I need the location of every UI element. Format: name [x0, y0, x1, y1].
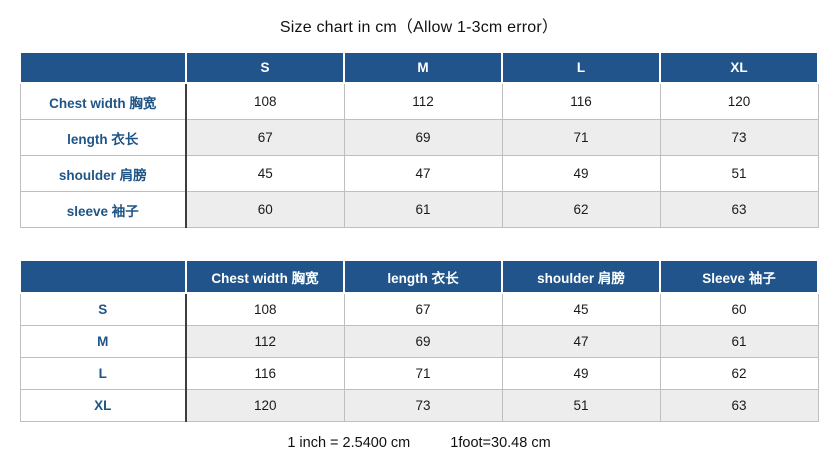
header-row: S M L XL [19, 51, 819, 84]
table-cell: 49 [501, 357, 661, 390]
table-row-l: L 116 71 49 62 [19, 357, 819, 390]
table-cell: 112 [343, 82, 503, 120]
table-row-xl: XL 120 73 51 63 [19, 389, 819, 422]
table-cell: 51 [659, 155, 819, 192]
column-header-m: M [343, 51, 503, 84]
table-row-shoulder: shoulder 肩膀 45 47 49 51 [19, 155, 819, 192]
table-cell: 49 [501, 155, 661, 192]
table-cell: 67 [343, 292, 503, 326]
table-cell: 108 [185, 82, 345, 120]
table-cell: 63 [659, 389, 819, 422]
table-cell: 120 [185, 389, 345, 422]
table-cell: 71 [501, 119, 661, 156]
table-cell: 73 [343, 389, 503, 422]
row-label-shoulder: shoulder 肩膀 [19, 155, 187, 192]
table-row-m: M 112 69 47 61 [19, 325, 819, 358]
corner-cell [19, 259, 187, 294]
column-header-s: S [185, 51, 345, 84]
table-cell: 120 [659, 82, 819, 120]
row-label-chest-width: Chest width 胸宽 [19, 82, 187, 120]
table-cell: 61 [343, 191, 503, 228]
table-cell: 67 [185, 119, 345, 156]
table-cell: 60 [659, 292, 819, 326]
table-row-length: length 衣长 67 69 71 73 [19, 119, 819, 156]
table-cell: 116 [501, 82, 661, 120]
row-label-m: M [19, 325, 187, 358]
row-label-sleeve: sleeve 袖子 [19, 191, 187, 228]
row-label-xl: XL [19, 389, 187, 422]
row-label-s: S [19, 292, 187, 326]
corner-cell [19, 51, 187, 84]
table-cell: 63 [659, 191, 819, 228]
column-header-l: L [501, 51, 661, 84]
column-header-shoulder: shoulder 肩膀 [501, 259, 661, 294]
table-row-sleeve: sleeve 袖子 60 61 62 63 [19, 191, 819, 228]
table-cell: 61 [659, 325, 819, 358]
column-header-chest-width: Chest width 胸宽 [185, 259, 345, 294]
column-header-sleeve: Sleeve 袖子 [659, 259, 819, 294]
table-cell: 73 [659, 119, 819, 156]
size-table-by-size: S M L XL Chest width 胸宽 108 112 116 120 … [19, 51, 819, 228]
table-cell: 116 [185, 357, 345, 390]
table-cell: 60 [185, 191, 345, 228]
size-chart-page: Size chart in cm（Allow 1-3cm error） S M … [0, 19, 838, 451]
table-cell: 69 [343, 119, 503, 156]
row-label-l: L [19, 357, 187, 390]
table-cell: 45 [185, 155, 345, 192]
column-header-xl: XL [659, 51, 819, 84]
table-cell: 47 [501, 325, 661, 358]
table-cell: 47 [343, 155, 503, 192]
row-label-length: length 衣长 [19, 119, 187, 156]
table-cell: 62 [659, 357, 819, 390]
size-table-by-measurement: Chest width 胸宽 length 衣长 shoulder 肩膀 Sle… [19, 259, 819, 422]
table-cell: 62 [501, 191, 661, 228]
table-cell: 71 [343, 357, 503, 390]
column-header-length: length 衣长 [343, 259, 503, 294]
table-cell: 108 [185, 292, 345, 326]
inch-conversion-text: 1 inch = 2.5400 cm [287, 435, 411, 451]
header-row: Chest width 胸宽 length 衣长 shoulder 肩膀 Sle… [19, 259, 819, 294]
conversion-note: 1 inch = 2.5400 cm 1foot=30.48 cm [0, 435, 838, 451]
table-cell: 112 [185, 325, 345, 358]
page-title: Size chart in cm（Allow 1-3cm error） [279, 19, 559, 36]
table-row-chest-width: Chest width 胸宽 108 112 116 120 [19, 82, 819, 120]
table-cell: 45 [501, 292, 661, 326]
table-cell: 51 [501, 389, 661, 422]
table-row-s: S 108 67 45 60 [19, 292, 819, 326]
foot-conversion-text: 1foot=30.48 cm [450, 435, 551, 451]
table-cell: 69 [343, 325, 503, 358]
